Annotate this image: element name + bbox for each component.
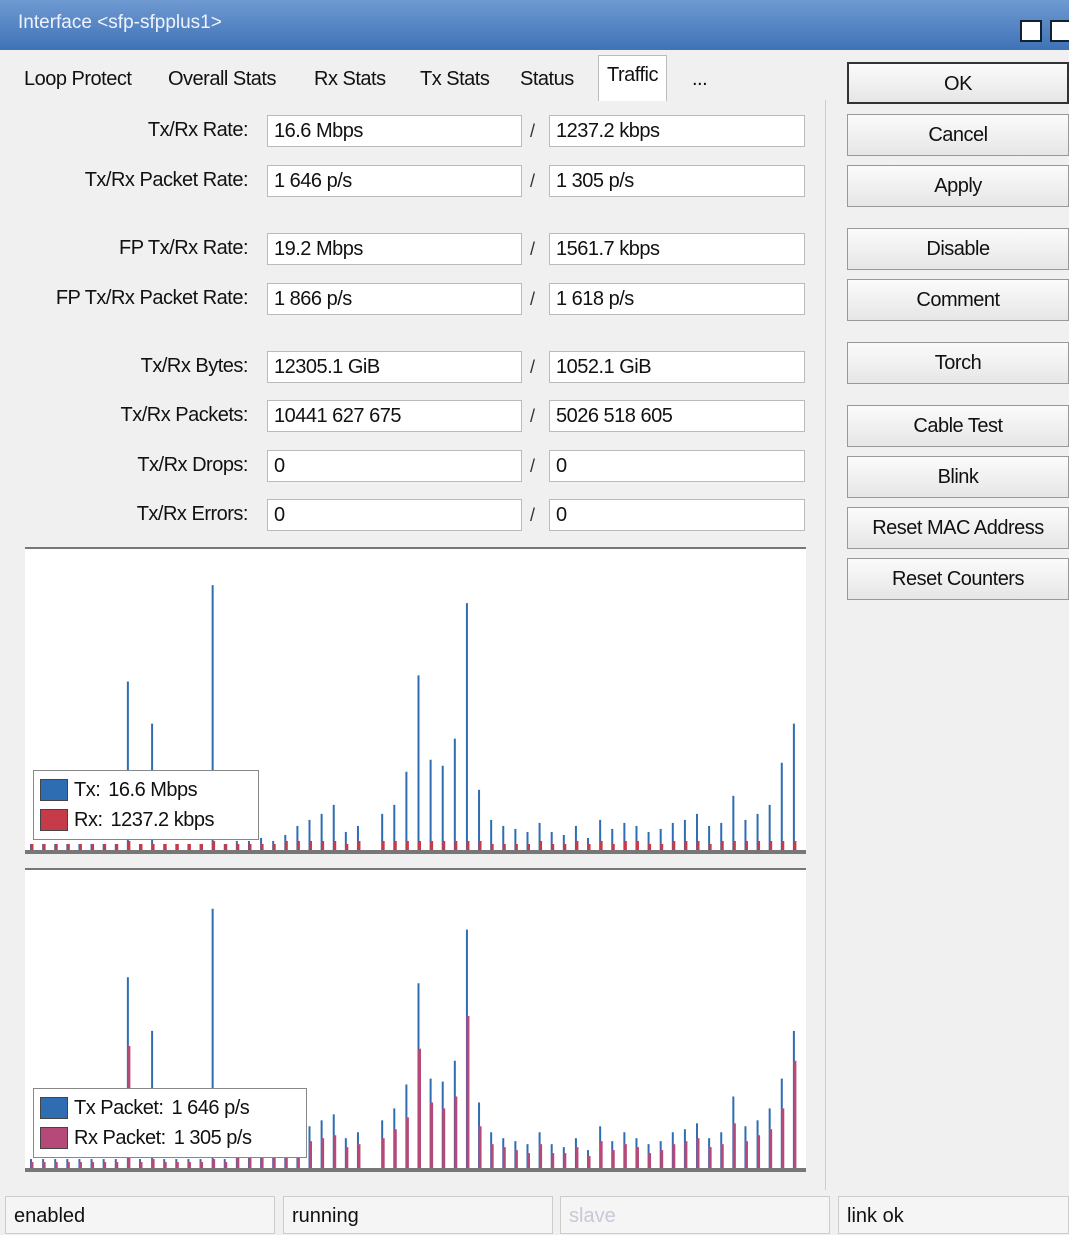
separator: / [530, 239, 536, 259]
status-field: slave [560, 1196, 830, 1234]
field-label: Tx/Rx Errors: [136, 503, 249, 525]
legend-swatch [40, 779, 68, 801]
separator: / [530, 456, 536, 476]
legend-swatch [40, 1127, 68, 1149]
divider [825, 100, 826, 1190]
tab[interactable]: Overall Stats [168, 68, 276, 90]
graph-legend: Tx: 16.6 Mbps Rx: 1237.2 kbps [33, 770, 259, 840]
legend-swatch [40, 809, 68, 831]
legend-swatch [40, 1097, 68, 1119]
field-label: Tx/Rx Drops: [137, 454, 248, 476]
tx-field: 16.6 Mbps [267, 115, 522, 147]
button[interactable]: Torch [847, 342, 1069, 384]
rx-field: 1 618 p/s [549, 283, 805, 315]
button[interactable]: Apply [847, 165, 1069, 207]
separator: / [530, 505, 536, 525]
field-label: Tx/Rx Rate: [147, 119, 249, 141]
legend-name: Tx: [74, 778, 101, 801]
maximize-button[interactable] [1020, 20, 1042, 42]
status-field: enabled [5, 1196, 275, 1234]
field-label: Tx/Rx Packet Rate: [84, 169, 249, 191]
legend-name: Rx Packet: [74, 1126, 166, 1149]
tx-field: 1 646 p/s [267, 165, 522, 197]
field-label: FP Tx/Rx Packet Rate: [55, 287, 249, 309]
button[interactable]: Blink [847, 456, 1069, 498]
tx-field: 19.2 Mbps [267, 233, 522, 265]
button[interactable]: Cancel [847, 114, 1069, 156]
field-label: Tx/Rx Bytes: [140, 355, 249, 377]
button[interactable]: OK [847, 62, 1069, 104]
separator: / [530, 406, 536, 426]
tab[interactable]: Tx Stats [420, 68, 490, 90]
tx-field: 1 866 p/s [267, 283, 522, 315]
legend-entry: Tx Packet: 1 646 p/s [40, 1093, 300, 1123]
traffic-graph [25, 868, 806, 1172]
tx-field: 0 [267, 499, 522, 531]
tab[interactable]: Loop Protect [24, 68, 132, 90]
baseline [25, 1168, 806, 1172]
rx-field: 0 [549, 499, 805, 531]
tx-field: 10441 627 675 [267, 400, 522, 432]
title-bar [0, 0, 1069, 50]
separator: / [530, 289, 536, 309]
tab[interactable]: Rx Stats [314, 68, 386, 90]
button[interactable]: Comment [847, 279, 1069, 321]
legend-entry: Tx: 16.6 Mbps [40, 775, 252, 805]
separator: / [530, 121, 536, 141]
separator: / [530, 171, 536, 191]
close-button[interactable] [1050, 20, 1069, 42]
status-field: running [283, 1196, 553, 1234]
rx-field: 1237.2 kbps [549, 115, 805, 147]
tx-field: 12305.1 GiB [267, 351, 522, 383]
field-label: Tx/Rx Packets: [120, 404, 249, 426]
tab[interactable]: ... [692, 68, 708, 90]
legend-entry: Rx Packet: 1 305 p/s [40, 1123, 300, 1153]
tab[interactable]: Traffic [598, 55, 667, 101]
rx-field: 0 [549, 450, 805, 482]
rx-field: 5026 518 605 [549, 400, 805, 432]
button[interactable]: Reset Counters [847, 558, 1069, 600]
legend-name: Rx: [74, 808, 103, 831]
graph-plot [25, 908, 806, 1172]
field-label: FP Tx/Rx Rate: [119, 237, 248, 259]
separator: / [530, 357, 536, 377]
rx-field: 1561.7 kbps [549, 233, 805, 265]
baseline [25, 850, 806, 854]
button[interactable]: Disable [847, 228, 1069, 270]
rx-field: 1 305 p/s [549, 165, 805, 197]
tx-field: 0 [267, 450, 522, 482]
window-title: Interface <sfp-sfpplus1> [18, 12, 222, 33]
legend-value: 1237.2 kbps [110, 808, 215, 831]
legend-value: 1 646 p/s [171, 1096, 250, 1119]
rx-field: 1052.1 GiB [549, 351, 805, 383]
button[interactable]: Cable Test [847, 405, 1069, 447]
legend-name: Tx Packet: [74, 1096, 164, 1119]
tab[interactable]: Status [520, 68, 574, 90]
button[interactable]: Reset MAC Address [847, 507, 1069, 549]
legend-value: 16.6 Mbps [108, 778, 198, 801]
legend-entry: Rx: 1237.2 kbps [40, 805, 252, 835]
graph-legend: Tx Packet: 1 646 p/s Rx Packet: 1 305 p/s [33, 1088, 307, 1158]
legend-value: 1 305 p/s [173, 1126, 252, 1149]
status-field: link ok [838, 1196, 1069, 1234]
